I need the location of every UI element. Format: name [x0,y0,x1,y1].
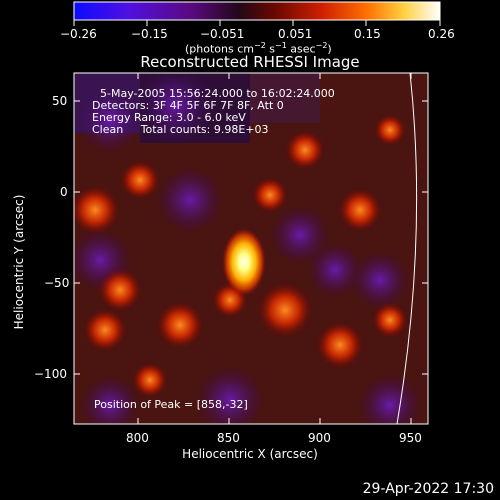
colorbar-tick-label: −0.26 [60,27,97,41]
colorbar-tick-label: 0.15 [354,27,381,41]
peak-position-text: Position of Peak = [858,-32] [94,398,248,411]
colorbar-tick-label: −0.15 [131,27,168,41]
y-tick-label: −100 [34,367,67,381]
y-axis-label: Heliocentric Y (arcsec) [12,194,26,330]
colorbar [73,1,441,21]
colorbar-ticks [73,20,441,26]
colorbar-units-label: (photons cm−2 s−1 asec−2) [185,41,332,56]
clean-counts-text: Clean Total counts: 9.98E+03 [92,123,269,136]
solar-limb [396,73,418,424]
colorbar-tick-label: 0.051 [278,27,313,41]
x-tick-label: 850 [217,431,240,445]
detectors-text: Detectors: 3F 4F 5F 6F 7F 8F, Att 0 [92,99,284,112]
y-tick-label: 0 [60,185,68,199]
x-axis-label: Heliocentric X (arcsec) [182,447,318,461]
y-tick-label: −50 [44,276,70,290]
date-stamp: 29-Apr-2022 17:30 [362,481,494,497]
x-tick-label: 900 [308,431,331,445]
plot-title: Reconstructed RHESSI Image [140,53,360,71]
x-tick-label: 950 [399,431,422,445]
plot-frame [73,72,429,425]
y-axis-ticks [74,100,428,375]
y-tick-label: 50 [52,94,68,108]
x-tick-label: 800 [126,431,149,445]
energy-range-text: Energy Range: 3.0 - 6.0 keV [92,111,246,124]
x-axis-ticks [137,73,412,424]
rhessi-image [74,73,428,424]
colorbar-tick-label: 0.26 [428,27,455,41]
time-range-text: 5-May-2005 15:56:24.000 to 16:02:24.000 [100,87,335,100]
colorbar-tick-label: −0.051 [200,27,245,41]
